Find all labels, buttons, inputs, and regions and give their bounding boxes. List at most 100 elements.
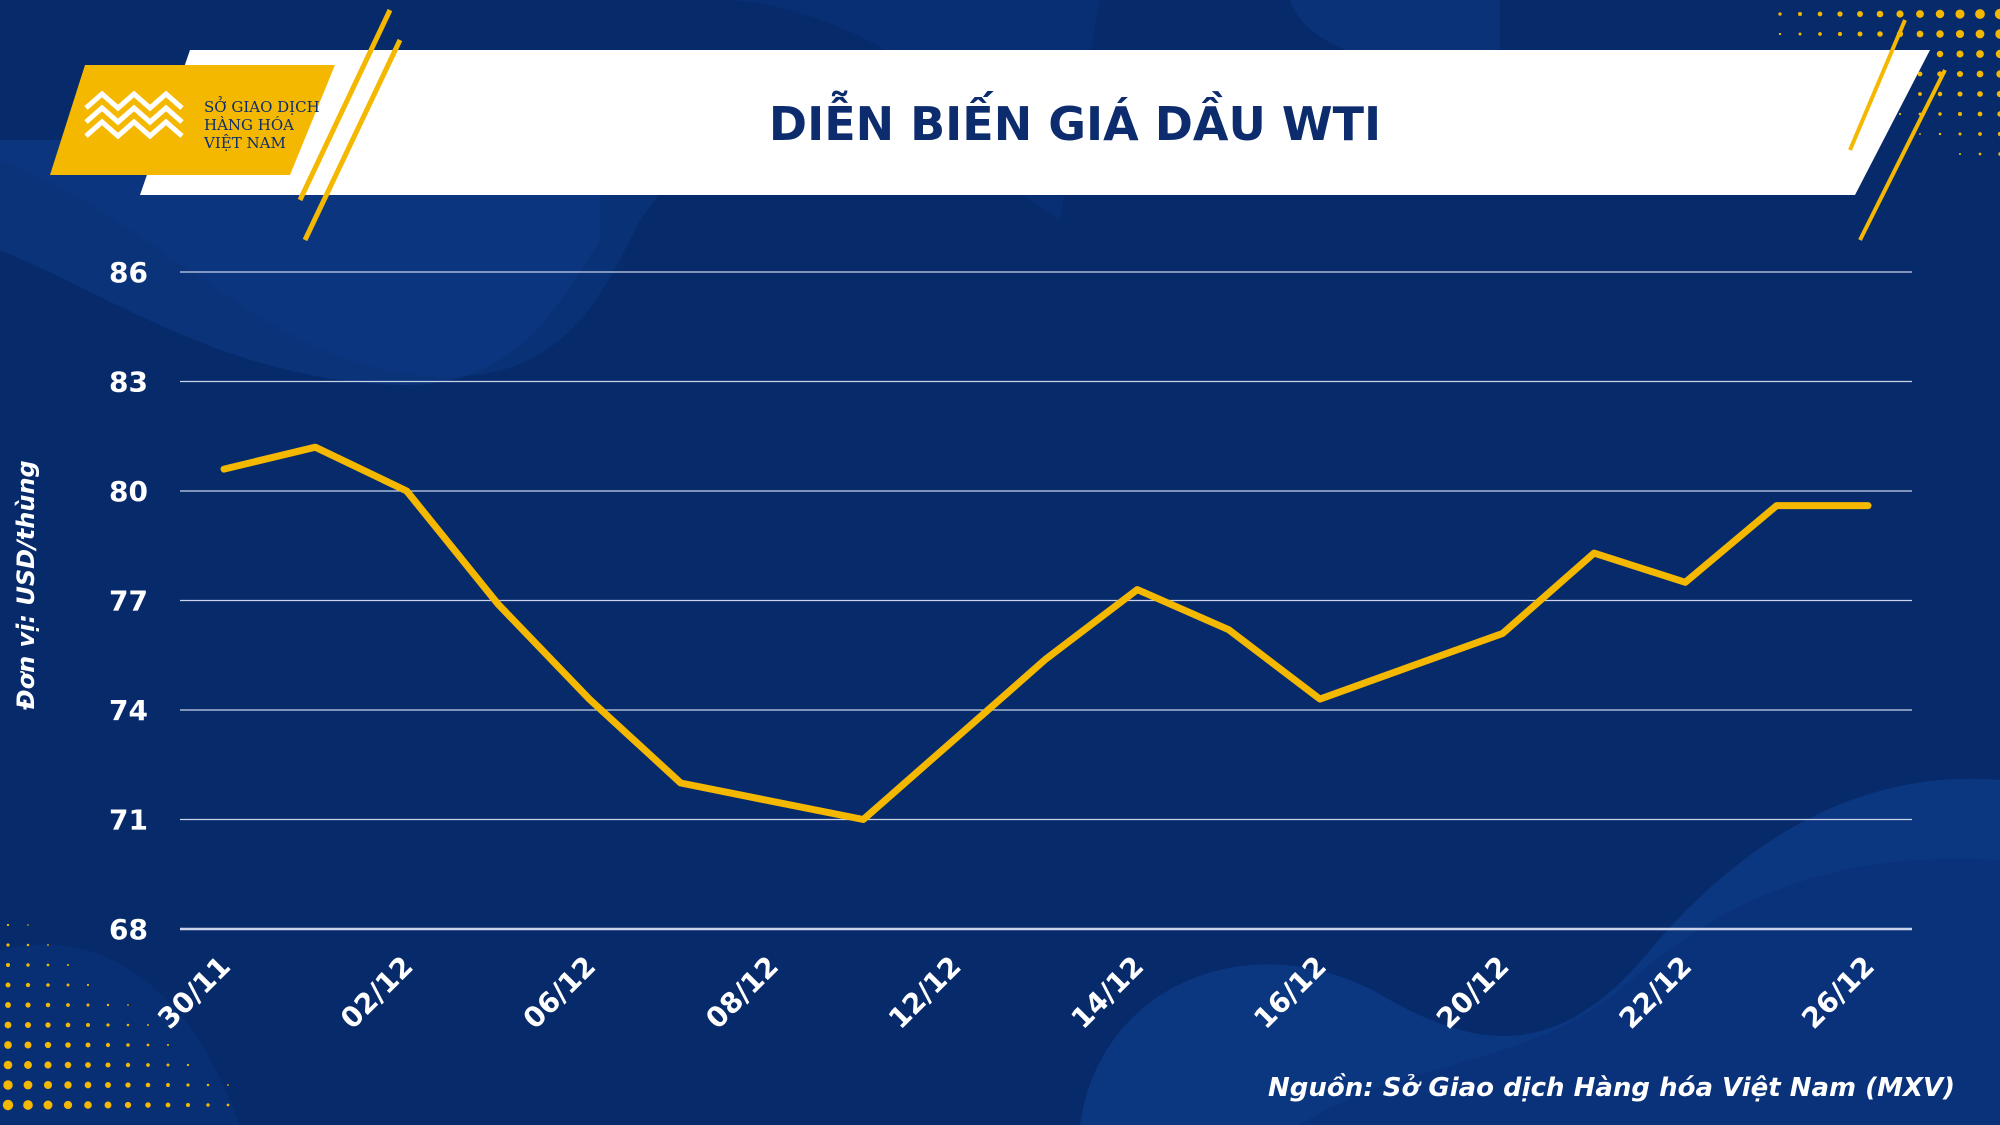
dot [1919, 133, 1921, 135]
dot [4, 1041, 12, 1049]
dot [63, 1100, 73, 1110]
dot [27, 924, 29, 926]
dot [67, 964, 69, 966]
dot [145, 1082, 151, 1088]
dot [1935, 9, 1945, 19]
logo-panel [50, 65, 335, 175]
dot [1778, 12, 1782, 16]
y-tick-label: 71 [109, 804, 148, 837]
dot [1896, 10, 1904, 18]
y-axis-label: Đơn vị: USD/thùng [12, 460, 40, 710]
dot [1977, 91, 1983, 97]
dot [166, 1083, 170, 1087]
dot [1997, 111, 2000, 117]
dot [43, 1100, 53, 1110]
dot [1837, 31, 1843, 37]
dot [25, 982, 31, 988]
dot [86, 983, 90, 987]
y-tick-label: 68 [109, 913, 148, 946]
dot [24, 1021, 32, 1029]
dot [1978, 132, 1982, 136]
dot [45, 1022, 51, 1028]
dot [166, 1043, 170, 1047]
dot [66, 1003, 70, 1007]
dot [45, 1002, 51, 1008]
data-point [677, 779, 684, 787]
dot [165, 1102, 171, 1108]
y-axis-ticks: 86 83 80 77 74 71 68 [109, 256, 148, 946]
dot [1994, 8, 2000, 20]
dot [84, 1081, 92, 1089]
dot-pattern-bottom-left [2, 923, 230, 1111]
data-point [1408, 663, 1415, 670]
dot [1857, 31, 1863, 37]
dot [126, 1043, 130, 1047]
dot [106, 1003, 110, 1007]
dot [105, 1082, 111, 1088]
dot [5, 1002, 11, 1008]
data-point [1682, 579, 1689, 586]
dot [1918, 92, 1922, 96]
data-point [220, 465, 228, 473]
dot [2, 1099, 14, 1111]
data-point [860, 816, 867, 823]
dot [1938, 132, 1942, 136]
accent-stripe [297, 8, 393, 202]
dot [44, 1061, 52, 1069]
header-banner: SỞ GIAO DỊCH HÀNG HÓA VIỆT NAM DIỄN BIẾN… [50, 8, 1947, 242]
dot [1898, 112, 1902, 116]
dot [46, 963, 50, 967]
dot [1955, 29, 1965, 39]
dot [1778, 32, 1782, 36]
dot [1936, 30, 1944, 38]
dot [1976, 50, 1984, 58]
dot [1975, 29, 1985, 39]
dot [6, 923, 10, 927]
dot [1977, 111, 1983, 117]
y-tick-label: 83 [109, 366, 148, 399]
data-point [1773, 502, 1780, 509]
data-point [1042, 655, 1050, 663]
dot [1798, 32, 1802, 36]
price-series [220, 443, 1872, 823]
dot [146, 1043, 150, 1047]
dot [24, 1061, 32, 1069]
dot [64, 1061, 72, 1069]
dot [1957, 91, 1963, 97]
dot [23, 1080, 33, 1090]
dot [26, 943, 30, 947]
dot [1957, 111, 1963, 117]
logo-line-1: SỞ GIAO DỊCH [204, 96, 320, 116]
dot [86, 1003, 90, 1007]
dot [1975, 9, 1985, 19]
accent-stripe [1858, 69, 1947, 241]
dot [64, 1081, 72, 1089]
data-point [1499, 630, 1506, 637]
dot [1958, 132, 1962, 136]
accent-stripe [302, 38, 403, 242]
dot [84, 1101, 92, 1109]
dot [1798, 12, 1802, 16]
dot [4, 1021, 12, 1029]
dot [1876, 10, 1884, 18]
y-tick-label: 86 [109, 256, 148, 289]
dot [147, 1024, 149, 1026]
dot [105, 1062, 111, 1068]
dot [106, 1023, 110, 1027]
mxv-logo-icon [84, 90, 184, 140]
dot [5, 982, 11, 988]
logo-line-2: HÀNG HÓA [204, 116, 294, 134]
dot [23, 1100, 33, 1110]
dot [85, 1062, 91, 1068]
dot [1857, 11, 1863, 17]
dot [206, 1083, 210, 1087]
dot [1956, 50, 1964, 58]
dot [5, 962, 11, 968]
dot [146, 1063, 150, 1067]
dot [24, 1041, 32, 1049]
dot [44, 1041, 52, 1049]
dot [85, 1042, 91, 1048]
dot [66, 983, 70, 987]
